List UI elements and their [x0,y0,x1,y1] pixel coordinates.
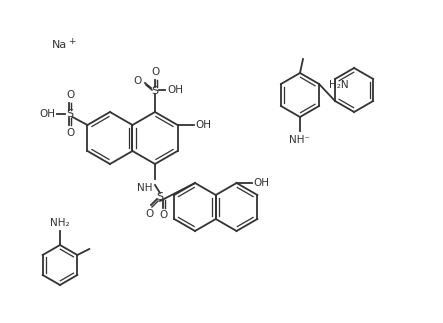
Text: H₂N: H₂N [329,79,349,89]
Text: OH: OH [167,85,183,95]
Text: O: O [134,76,142,86]
Text: O: O [152,67,160,77]
Text: NH: NH [137,183,153,193]
Text: S: S [66,109,73,119]
Text: S: S [152,86,159,96]
Text: NH⁻: NH⁻ [289,135,311,145]
Text: O: O [145,209,153,219]
Text: OH: OH [39,109,55,119]
Text: Na: Na [52,40,67,50]
Text: +: + [68,36,75,46]
Text: OH: OH [253,178,270,188]
Text: O: O [66,90,74,100]
Text: O: O [66,128,74,138]
Text: OH: OH [195,120,211,130]
Text: NH₂: NH₂ [50,218,70,228]
Text: S: S [156,192,163,202]
Text: O: O [160,210,168,220]
